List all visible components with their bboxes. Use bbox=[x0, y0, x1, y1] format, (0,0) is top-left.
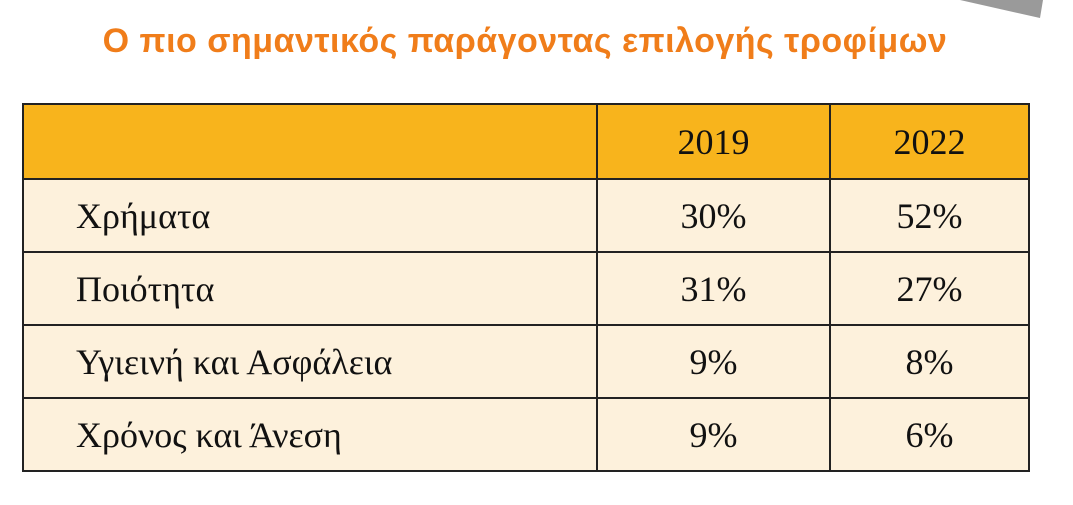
value-cell: 30% bbox=[596, 178, 831, 253]
column-header: 2019 bbox=[596, 103, 831, 180]
table-row: Ποιότητα 31% 27% bbox=[22, 251, 1030, 326]
value-cell: 9% bbox=[596, 397, 831, 472]
table-row: Χρήματα 30% 52% bbox=[22, 178, 1030, 253]
value-cell: 6% bbox=[829, 397, 1030, 472]
row-label: Ποιότητα bbox=[22, 251, 598, 326]
header-cell bbox=[22, 103, 598, 180]
value-cell: 27% bbox=[829, 251, 1030, 326]
table-row: Χρόνος και Άνεση 9% 6% bbox=[22, 397, 1030, 472]
corner-decoration bbox=[960, 0, 1043, 18]
value-cell: 52% bbox=[829, 178, 1030, 253]
value-cell: 31% bbox=[596, 251, 831, 326]
data-table: 2019 2022 Χρήματα 30% 52% Ποιότητα 31% 27% Υγι… bbox=[22, 103, 1030, 472]
table-row: Υγιεινή και Ασφάλεια 9% 8% bbox=[22, 324, 1030, 399]
value-cell: 9% bbox=[596, 324, 831, 399]
column-header: 2022 bbox=[829, 103, 1030, 180]
title: Ο πιο σημαντικός παράγοντας επιλογής τρο… bbox=[102, 22, 948, 60]
table-body: Χρήματα 30% 52% Ποιότητα 31% 27% Υγιεινή και Α… bbox=[22, 178, 1030, 472]
row-label: Χρήματα bbox=[22, 178, 598, 253]
row-label: Υγιεινή και Ασφάλεια bbox=[22, 324, 598, 399]
row-label: Χρόνος και Άνεση bbox=[22, 397, 598, 472]
value-cell: 8% bbox=[829, 324, 1030, 399]
header-row: 2019 2022 bbox=[22, 103, 1030, 180]
